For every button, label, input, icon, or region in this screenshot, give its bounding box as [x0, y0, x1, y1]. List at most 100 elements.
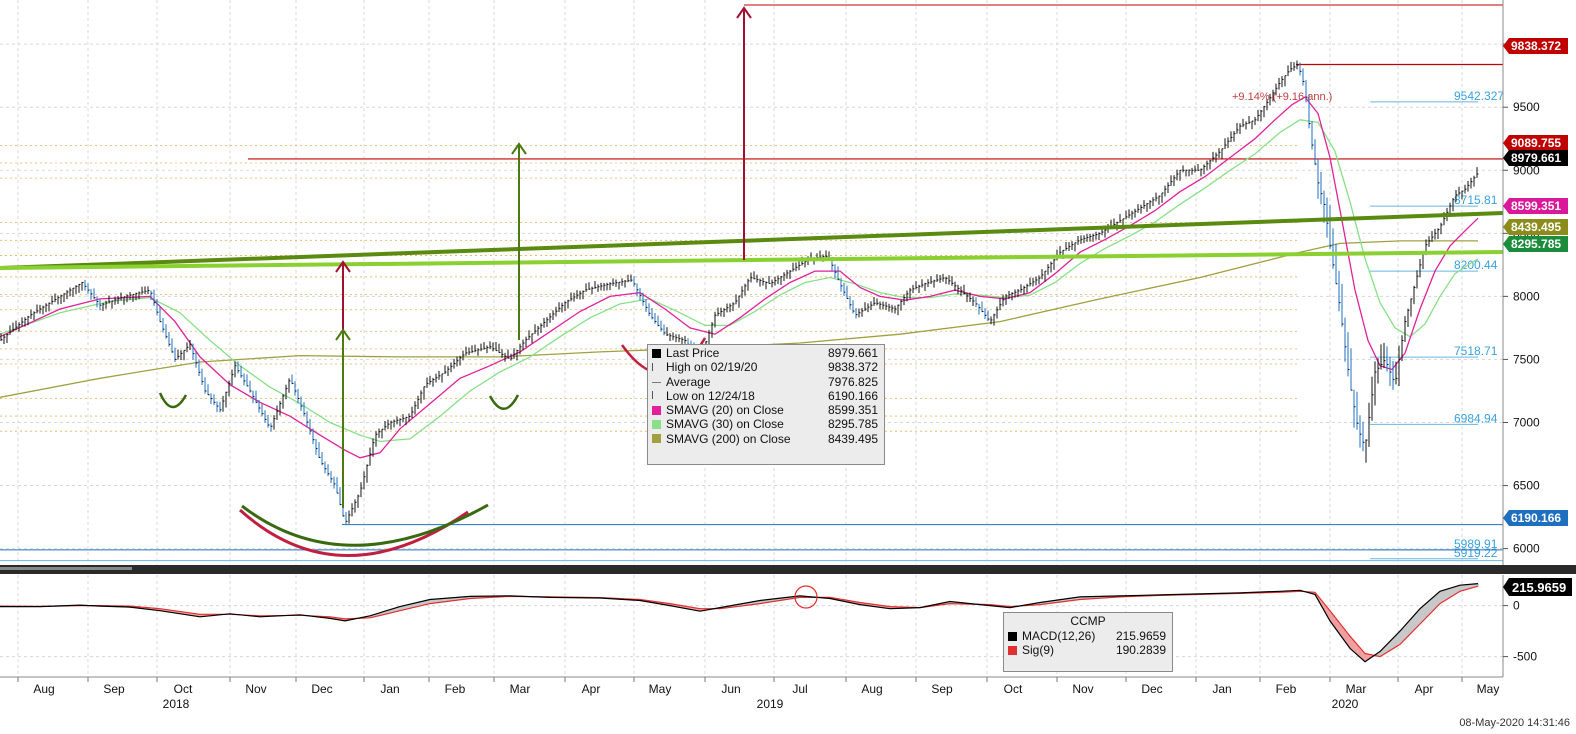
- cup-curve-green: [241, 503, 489, 547]
- macd-legend: CCMP MACD(12,26) 215.9659 Sig(9) 190.283…: [1003, 612, 1173, 672]
- macd-price-label-text: 215.9659: [1512, 580, 1566, 595]
- y-tick-label: 7000: [1513, 415, 1540, 429]
- y-tick-label: 7500: [1513, 352, 1540, 366]
- price-label-text: 8295.785: [1511, 237, 1561, 251]
- legend-label: Last Price: [666, 346, 720, 360]
- macd-legend-title: CCMP: [1070, 614, 1106, 628]
- x-tick-label: Mar: [510, 682, 531, 696]
- legend-swatch: [652, 405, 661, 415]
- arrow-green-1-head: [335, 328, 351, 341]
- macd-price-label-box: [1503, 578, 1572, 596]
- y-tick-label: 9500: [1513, 100, 1540, 114]
- legend-row-last-price: Last Price 8979.661: [648, 346, 884, 360]
- legend-swatch: [652, 419, 661, 429]
- legend-value: 8599.351: [827, 403, 878, 418]
- x-tick-label: May: [1477, 682, 1500, 696]
- legend-value: 215.9659: [1115, 629, 1166, 643]
- x-tick-label: Nov: [1072, 682, 1093, 696]
- x-tick-label: Jan: [1212, 682, 1231, 696]
- price-label-text: 8599.351: [1511, 199, 1561, 213]
- legend-label: Low on 12/24/18: [666, 388, 755, 403]
- macd-panel: [0, 583, 1479, 663]
- x-tick-label: Aug: [861, 682, 882, 696]
- arrow-green-2-head: [511, 142, 527, 155]
- legend-row-low: Low on 12/24/18 6190.166: [648, 389, 884, 403]
- fib-label: 8200.44: [1454, 258, 1498, 272]
- legend-label: SMAVG (30) on Close: [666, 417, 784, 432]
- price-label-box: [1503, 219, 1568, 235]
- x-year-label: 2019: [757, 697, 784, 711]
- price-label-box: [1503, 38, 1568, 54]
- legend-swatch: [652, 381, 661, 383]
- series-line-macd: [0, 583, 1479, 663]
- price-legend: Last Price 8979.661 High on 02/19/20 983…: [647, 344, 885, 465]
- x-tick-label: May: [649, 682, 672, 696]
- timestamp: 08-May-2020 14:31:46: [1459, 717, 1570, 729]
- x-tick-label: Apr: [1415, 682, 1434, 696]
- series-line-sig: [0, 585, 1479, 658]
- x-tick-label: Dec: [311, 682, 332, 696]
- fib-label: 5919.22: [1454, 546, 1498, 560]
- price-label-box: [1503, 135, 1568, 151]
- x-tick-label: Apr: [582, 682, 601, 696]
- cup-curve-red: [238, 508, 469, 557]
- arrow-red-1-head: [335, 260, 351, 273]
- legend-swatch: [652, 434, 661, 444]
- price-label-box: [1503, 198, 1568, 214]
- fib-label: 9542.327: [1454, 89, 1504, 103]
- y-tick-label: 9000: [1513, 163, 1540, 177]
- legend-row-smavg-20: SMAVG (20) on Close 8599.351: [648, 403, 884, 417]
- x-tick-label: Sep: [103, 682, 125, 696]
- price-label-text: 6190.166: [1511, 511, 1561, 525]
- trend-line-upper: [0, 211, 1504, 270]
- legend-value: 190.2839: [1115, 643, 1166, 658]
- y-tick-label: 8000: [1513, 289, 1540, 303]
- price-label-box: [1503, 150, 1568, 166]
- legend-value: 6190.166: [827, 388, 878, 403]
- x-tick-label: Nov: [245, 682, 266, 696]
- macd-y-tick-label: -500: [1513, 650, 1537, 664]
- legend-swatch: [652, 348, 661, 358]
- return-annotation: +9.14% (+9.16 ann.): [1232, 91, 1332, 103]
- series-line-smavg-200-on-close: [0, 240, 1478, 398]
- price-label-box: [1503, 510, 1568, 526]
- main-price-panel: 9542.327 8715.81 8200.44 7518.71 6984.94 5989…: [0, 4, 1504, 562]
- panel-separator: [0, 565, 1576, 574]
- legend-swatch: [1008, 645, 1017, 655]
- fib-label: 8715.81: [1454, 193, 1498, 207]
- x-tick-label: Aug: [33, 682, 54, 696]
- arrow-red-2-head: [736, 6, 752, 19]
- x-tick-label: Jan: [380, 682, 399, 696]
- legend-swatch: [652, 362, 659, 371]
- handle-curve: [488, 394, 520, 410]
- price-label-text: 9838.372: [1511, 39, 1561, 53]
- legend-value: 7976.825: [827, 374, 878, 389]
- y-tick-label: 6500: [1513, 479, 1540, 493]
- legend-value: 8979.661: [827, 346, 878, 360]
- legend-swatch: [1008, 631, 1017, 641]
- x-tick-label: Mar: [1346, 682, 1367, 696]
- price-label-text: 9089.755: [1511, 136, 1561, 150]
- highlight-circle: [794, 585, 818, 609]
- trend-line-lower: [0, 250, 1504, 270]
- price-label-box: [1503, 236, 1568, 252]
- x-tick-label: Feb: [445, 682, 466, 696]
- axes: 6000650070007500800085009000950010000983…: [0, 0, 1576, 711]
- series-line-smavg-20-on-close: [0, 96, 1479, 459]
- x-tick-label: Oct: [174, 682, 193, 696]
- x-year-label: 2020: [1332, 697, 1359, 711]
- x-tick-label: Jul: [792, 682, 807, 696]
- price-label-text: 8439.495: [1511, 220, 1561, 234]
- legend-row-sig: Sig(9) 190.2839: [1004, 643, 1172, 657]
- legend-label: MACD(12,26): [1022, 629, 1096, 643]
- legend-row-smavg-200: SMAVG (200) on Close 8439.495: [648, 432, 884, 446]
- panel-separator-grip: [0, 567, 132, 570]
- legend-value: 8295.785: [827, 417, 878, 432]
- macd-y-tick-label: 0: [1513, 599, 1520, 613]
- legend-row-macd: MACD(12,26) 215.9659: [1004, 629, 1172, 643]
- x-tick-label: Sep: [931, 682, 953, 696]
- legend-label: Sig(9): [1022, 643, 1055, 658]
- price-label-text: 8979.661: [1511, 151, 1561, 165]
- x-year-label: 2018: [163, 697, 190, 711]
- legend-swatch: [652, 391, 659, 400]
